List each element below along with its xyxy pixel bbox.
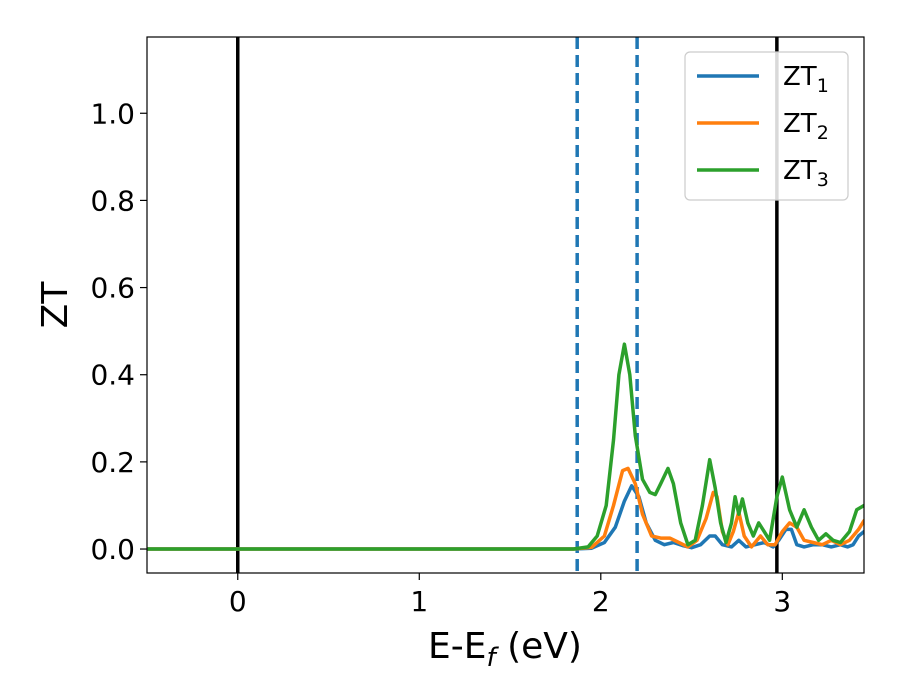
x-label-unit: (eV): [496, 626, 582, 667]
x-tick-label: 3: [773, 585, 791, 618]
x-tick-label: 1: [410, 585, 428, 618]
x-axis-ticks: 0 1 2 3: [229, 573, 791, 618]
x-tick-label: 0: [229, 585, 247, 618]
legend: ZT1 ZT2 ZT3: [684, 51, 849, 201]
legend-label-zt3: ZT3: [783, 156, 829, 191]
legend-label-zt1: ZT1: [783, 62, 829, 97]
y-axis-label: ZT: [35, 281, 76, 329]
legend-label-zt2: ZT2: [783, 109, 829, 144]
plot-frame: [146, 36, 865, 574]
x-label-main: E-E: [428, 626, 486, 667]
x-tick-label: 2: [592, 585, 610, 618]
y-tick-label: 0.0: [90, 533, 135, 566]
legend-box: [684, 51, 849, 201]
series-lines: [147, 342, 864, 551]
y-tick-label: 0.4: [90, 359, 135, 392]
y-tick-label: 0.8: [90, 184, 135, 217]
y-tick-label: 0.6: [90, 272, 135, 305]
series-line-zt3: [147, 342, 864, 551]
y-axis-ticks: 0.0 0.2 0.4 0.6 0.8 1.0: [90, 97, 147, 566]
y-tick-label: 0.2: [90, 446, 135, 479]
y-tick-label: 1.0: [90, 97, 135, 130]
x-axis-label: E-Ef (eV): [428, 626, 582, 673]
